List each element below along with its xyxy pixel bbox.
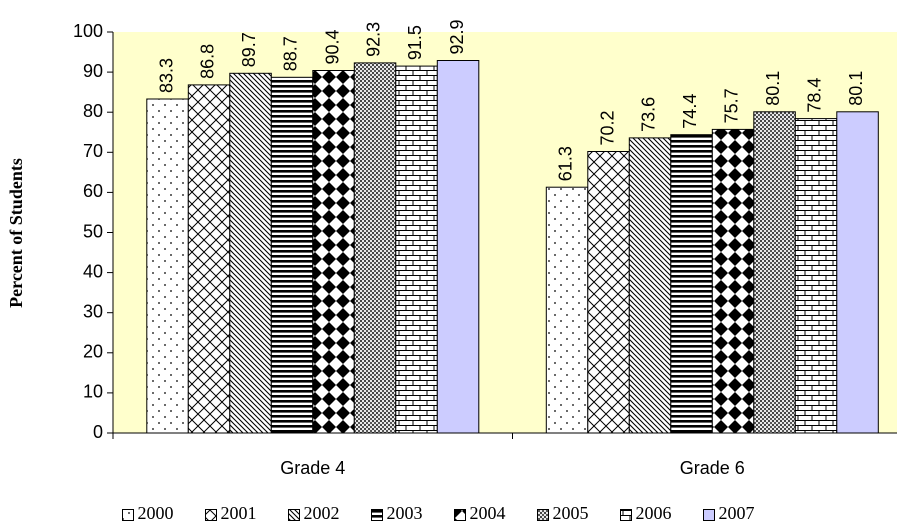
legend-item-2003: 2003 — [371, 503, 423, 523]
bar-grade-6-2004 — [711, 128, 755, 434]
data-label: 70.2 — [597, 110, 617, 145]
x-tick-label: Grade 4 — [280, 458, 345, 478]
y-tick-label: 90 — [83, 61, 103, 81]
bar-grade-4-2001 — [187, 84, 231, 434]
data-label: 78.4 — [805, 78, 825, 113]
legend-label: 2001 — [221, 503, 257, 523]
bar-grade-6-2001 — [587, 151, 630, 434]
y-tick-label: 10 — [83, 382, 103, 402]
bar-grade-6-2000 — [545, 186, 589, 434]
data-label: 83.3 — [156, 58, 176, 93]
x-tick-label: Grade 6 — [680, 458, 745, 478]
data-label: 80.1 — [763, 71, 783, 106]
bar-grade-4-2005 — [353, 62, 397, 434]
y-axis-title: Percent of Students — [6, 158, 26, 308]
y-tick-label: 100 — [73, 21, 103, 41]
legend-swatch — [703, 509, 715, 521]
data-label: 92.3 — [364, 22, 384, 57]
y-tick-label: 20 — [83, 342, 103, 362]
legend-label: 2005 — [553, 503, 589, 523]
y-tick-label: 0 — [93, 422, 103, 442]
bar-grade-4-2004 — [312, 70, 355, 434]
bar-grade-4-2002 — [229, 72, 272, 434]
data-label: 89.7 — [239, 32, 259, 67]
legend-item-2007: 2007 — [703, 503, 755, 523]
legend-label: 2007 — [719, 503, 755, 523]
bar-grade-4-2007 — [436, 60, 480, 434]
legend: 2000 2001 2002 2003 2004 2005 2006 2007 — [122, 503, 755, 523]
legend-label: 2002 — [304, 503, 340, 523]
legend-item-2004: 2004 — [454, 503, 506, 523]
legend-swatch — [454, 509, 466, 521]
y-tick-label: 50 — [83, 221, 103, 241]
legend-swatch — [122, 509, 134, 521]
data-label: 80.1 — [846, 71, 866, 106]
y-tick-label: 70 — [83, 141, 103, 161]
data-label: 86.8 — [198, 44, 218, 79]
bar-grade-4-2006 — [395, 65, 438, 434]
bar-grade-6-2003 — [670, 134, 713, 434]
data-label: 91.5 — [405, 25, 425, 60]
bar-grade-6-2002 — [628, 137, 672, 434]
y-tick-label: 60 — [83, 181, 103, 201]
legend-label: 2003 — [387, 503, 423, 523]
legend-swatch — [537, 509, 549, 521]
data-label: 88.7 — [281, 36, 301, 71]
data-label: 75.7 — [722, 88, 742, 123]
legend-item-2006: 2006 — [620, 503, 672, 523]
data-label: 74.4 — [680, 94, 700, 129]
bar-grade-6-2007 — [836, 111, 879, 434]
data-label: 61.3 — [556, 146, 576, 181]
bar-grade-6-2005 — [753, 111, 796, 434]
legend-swatch — [620, 509, 632, 521]
data-label: 73.6 — [639, 97, 659, 132]
data-label: 90.4 — [322, 29, 342, 64]
legend-swatch — [371, 509, 383, 521]
legend-swatch — [288, 509, 300, 521]
legend-item-2000: 2000 — [122, 503, 174, 523]
legend-item-2002: 2002 — [288, 503, 340, 523]
legend-label: 2004 — [470, 503, 506, 523]
legend-label: 2006 — [636, 503, 672, 523]
bar-grade-4-2003 — [270, 76, 314, 434]
legend-item-2001: 2001 — [205, 503, 257, 523]
y-tick-label: 80 — [83, 101, 103, 121]
legend-item-2005: 2005 — [537, 503, 589, 523]
legend-label: 2000 — [138, 503, 174, 523]
legend-swatch — [205, 509, 217, 521]
y-tick-label: 30 — [83, 301, 103, 321]
y-tick-label: 40 — [83, 261, 103, 281]
data-label: 92.9 — [447, 19, 467, 54]
bar-grade-6-2006 — [794, 118, 838, 434]
bar-grade-4-2000 — [146, 98, 189, 434]
